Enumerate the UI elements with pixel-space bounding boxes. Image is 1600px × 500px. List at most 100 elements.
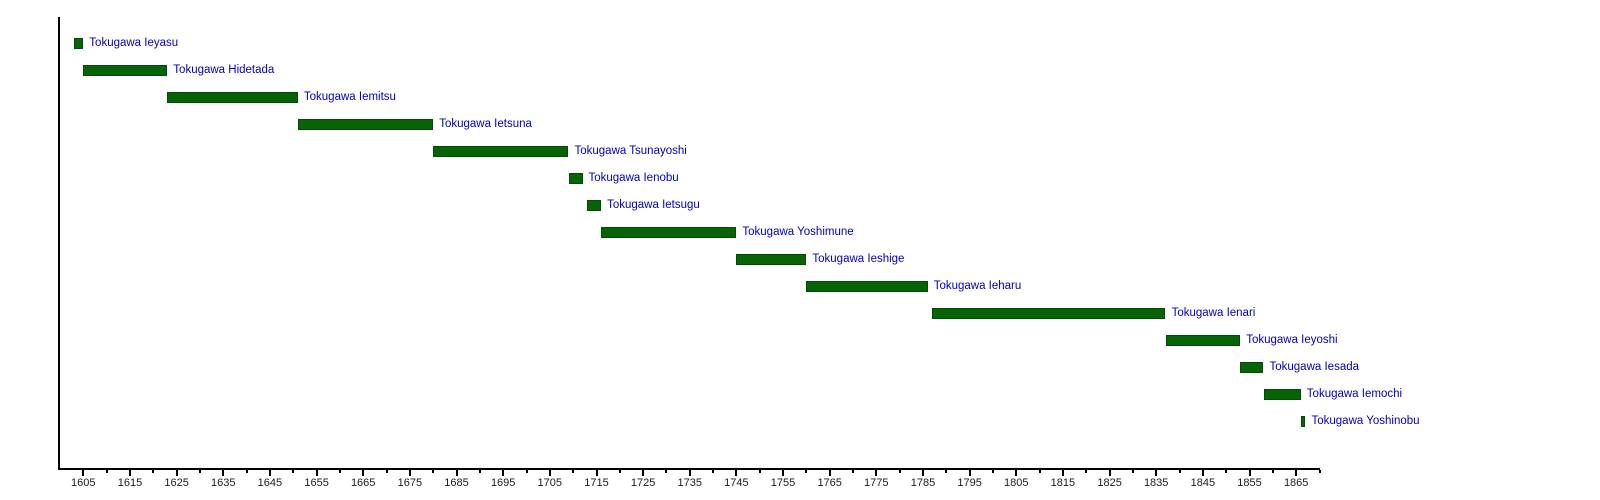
timeline-bar-label[interactable]: Tokugawa Ienobu (588, 172, 679, 184)
timeline-bar (74, 38, 84, 49)
x-axis-line (58, 468, 1320, 470)
x-axis-major-tick (502, 470, 505, 476)
timeline-bar-label[interactable]: Tokugawa Iesada (1269, 361, 1360, 373)
x-axis-tick-label: 1645 (257, 477, 283, 489)
x-axis-tick-label: 1805 (1004, 477, 1029, 489)
x-axis-major-tick (642, 470, 645, 476)
timeline-bar (932, 308, 1166, 319)
timeline-bar (1165, 335, 1241, 346)
x-axis-tick-label: 1605 (71, 477, 96, 489)
x-axis-tick-label: 1615 (117, 477, 143, 489)
x-axis-minor-tick (152, 470, 155, 473)
x-axis-major-tick (315, 470, 318, 476)
x-axis-minor-tick (572, 470, 575, 473)
timeline-bar-label[interactable]: Tokugawa Yoshimune (742, 226, 854, 238)
x-axis-minor-tick (245, 470, 248, 473)
x-axis-tick-label: 1705 (537, 477, 563, 489)
timeline-bar (83, 65, 168, 76)
x-axis-major-tick (362, 470, 365, 476)
x-axis-major-tick (1061, 470, 1064, 476)
x-axis-minor-tick (992, 470, 994, 473)
x-axis-major-tick (175, 470, 178, 476)
x-axis-major-tick (82, 470, 85, 476)
x-axis-major-tick (595, 470, 598, 476)
y-axis-line (58, 17, 60, 470)
x-axis-minor-tick (898, 470, 901, 473)
x-axis-tick-label: 1675 (397, 477, 423, 489)
x-axis-tick-label: 1825 (1097, 477, 1122, 489)
timeline-bar-label[interactable]: Tokugawa Ieharu (933, 280, 1022, 292)
x-axis-minor-tick (1038, 470, 1041, 473)
x-axis-minor-tick (1178, 470, 1181, 473)
timeline-bar-label[interactable]: Tokugawa Iemitsu (303, 91, 396, 103)
x-axis-minor-tick (198, 470, 201, 473)
x-axis-minor-tick (385, 470, 388, 473)
x-axis-minor-tick (1271, 470, 1274, 473)
x-axis-tick-label: 1655 (304, 477, 329, 489)
timeline-bar-label[interactable]: Tokugawa Tsunayoshi (574, 145, 687, 157)
x-axis-minor-tick (665, 470, 668, 473)
x-axis-tick-label: 1775 (864, 477, 889, 489)
x-axis-tick-label: 1755 (770, 477, 796, 489)
timeline-bar-label[interactable]: Tokugawa Ietsuna (439, 118, 532, 130)
timeline-bar-label[interactable]: Tokugawa Yoshinobu (1311, 415, 1420, 427)
x-axis-minor-tick (1318, 470, 1321, 473)
timeline-bar (1240, 362, 1264, 373)
x-axis-minor-tick (712, 470, 715, 473)
x-axis-major-tick (968, 470, 971, 476)
x-axis-tick-label: 1745 (724, 477, 749, 489)
x-axis-major-tick (828, 470, 831, 476)
timeline-bar (601, 227, 737, 238)
timeline-bar-label[interactable]: Tokugawa Ietsugu (607, 199, 700, 211)
x-axis-major-tick (1155, 470, 1158, 476)
timeline-bar (1263, 389, 1301, 400)
x-axis-tick-label: 1835 (1143, 477, 1169, 489)
x-axis-tick-label: 1715 (584, 477, 609, 489)
timeline-bar (297, 119, 434, 130)
x-axis-minor-tick (1085, 470, 1088, 473)
x-axis-major-tick (735, 470, 738, 476)
x-axis-minor-tick (525, 470, 528, 473)
x-axis-tick-label: 1665 (350, 477, 376, 489)
x-axis-minor-tick (1131, 470, 1134, 473)
x-axis-tick-label: 1625 (164, 477, 189, 489)
x-axis-minor-tick (852, 470, 854, 473)
x-axis-major-tick (1248, 470, 1251, 476)
x-axis-tick-label: 1635 (211, 477, 236, 489)
x-axis-minor-tick (338, 470, 341, 473)
x-axis-major-tick (548, 470, 551, 476)
timeline-bar (167, 92, 298, 103)
x-axis-tick-label: 1795 (957, 477, 982, 489)
x-axis-minor-tick (1225, 470, 1228, 473)
timeline-bar-label[interactable]: Tokugawa Hidetada (173, 64, 275, 76)
timeline-bar-label[interactable]: Tokugawa Ieyasu (89, 37, 179, 49)
x-axis-major-tick (1015, 470, 1018, 476)
x-axis-major-tick (268, 470, 271, 476)
timeline-bar (587, 200, 602, 211)
timeline-bar (433, 146, 569, 157)
timeline-bar-label[interactable]: Tokugawa Iemochi (1306, 388, 1403, 400)
timeline-bar-label[interactable]: Tokugawa Ienari (1171, 307, 1256, 319)
x-axis-major-tick (129, 470, 131, 476)
x-axis-minor-tick (618, 470, 621, 473)
x-axis-minor-tick (432, 470, 435, 473)
timeline-bar (736, 254, 807, 265)
x-axis-major-tick (1201, 470, 1204, 476)
timeline-bar-label[interactable]: Tokugawa Ieyoshi (1246, 334, 1338, 346)
x-axis-tick-label: 1725 (630, 477, 656, 489)
timeline-bar-label[interactable]: Tokugawa Ieshige (812, 253, 905, 265)
x-axis-tick-label: 1815 (1050, 477, 1076, 489)
x-axis-tick-label: 1735 (677, 477, 703, 489)
x-axis-major-tick (688, 470, 691, 476)
x-axis-tick-label: 1855 (1237, 477, 1262, 489)
x-axis-tick-label: 1765 (817, 477, 842, 489)
x-axis-major-tick (1108, 470, 1111, 476)
x-axis-tick-label: 1695 (490, 477, 516, 489)
x-axis-minor-tick (945, 470, 948, 473)
timeline-bar (1300, 416, 1306, 427)
x-axis-major-tick (922, 470, 924, 476)
x-axis-major-tick (1295, 470, 1298, 476)
x-axis-major-tick (408, 470, 411, 476)
